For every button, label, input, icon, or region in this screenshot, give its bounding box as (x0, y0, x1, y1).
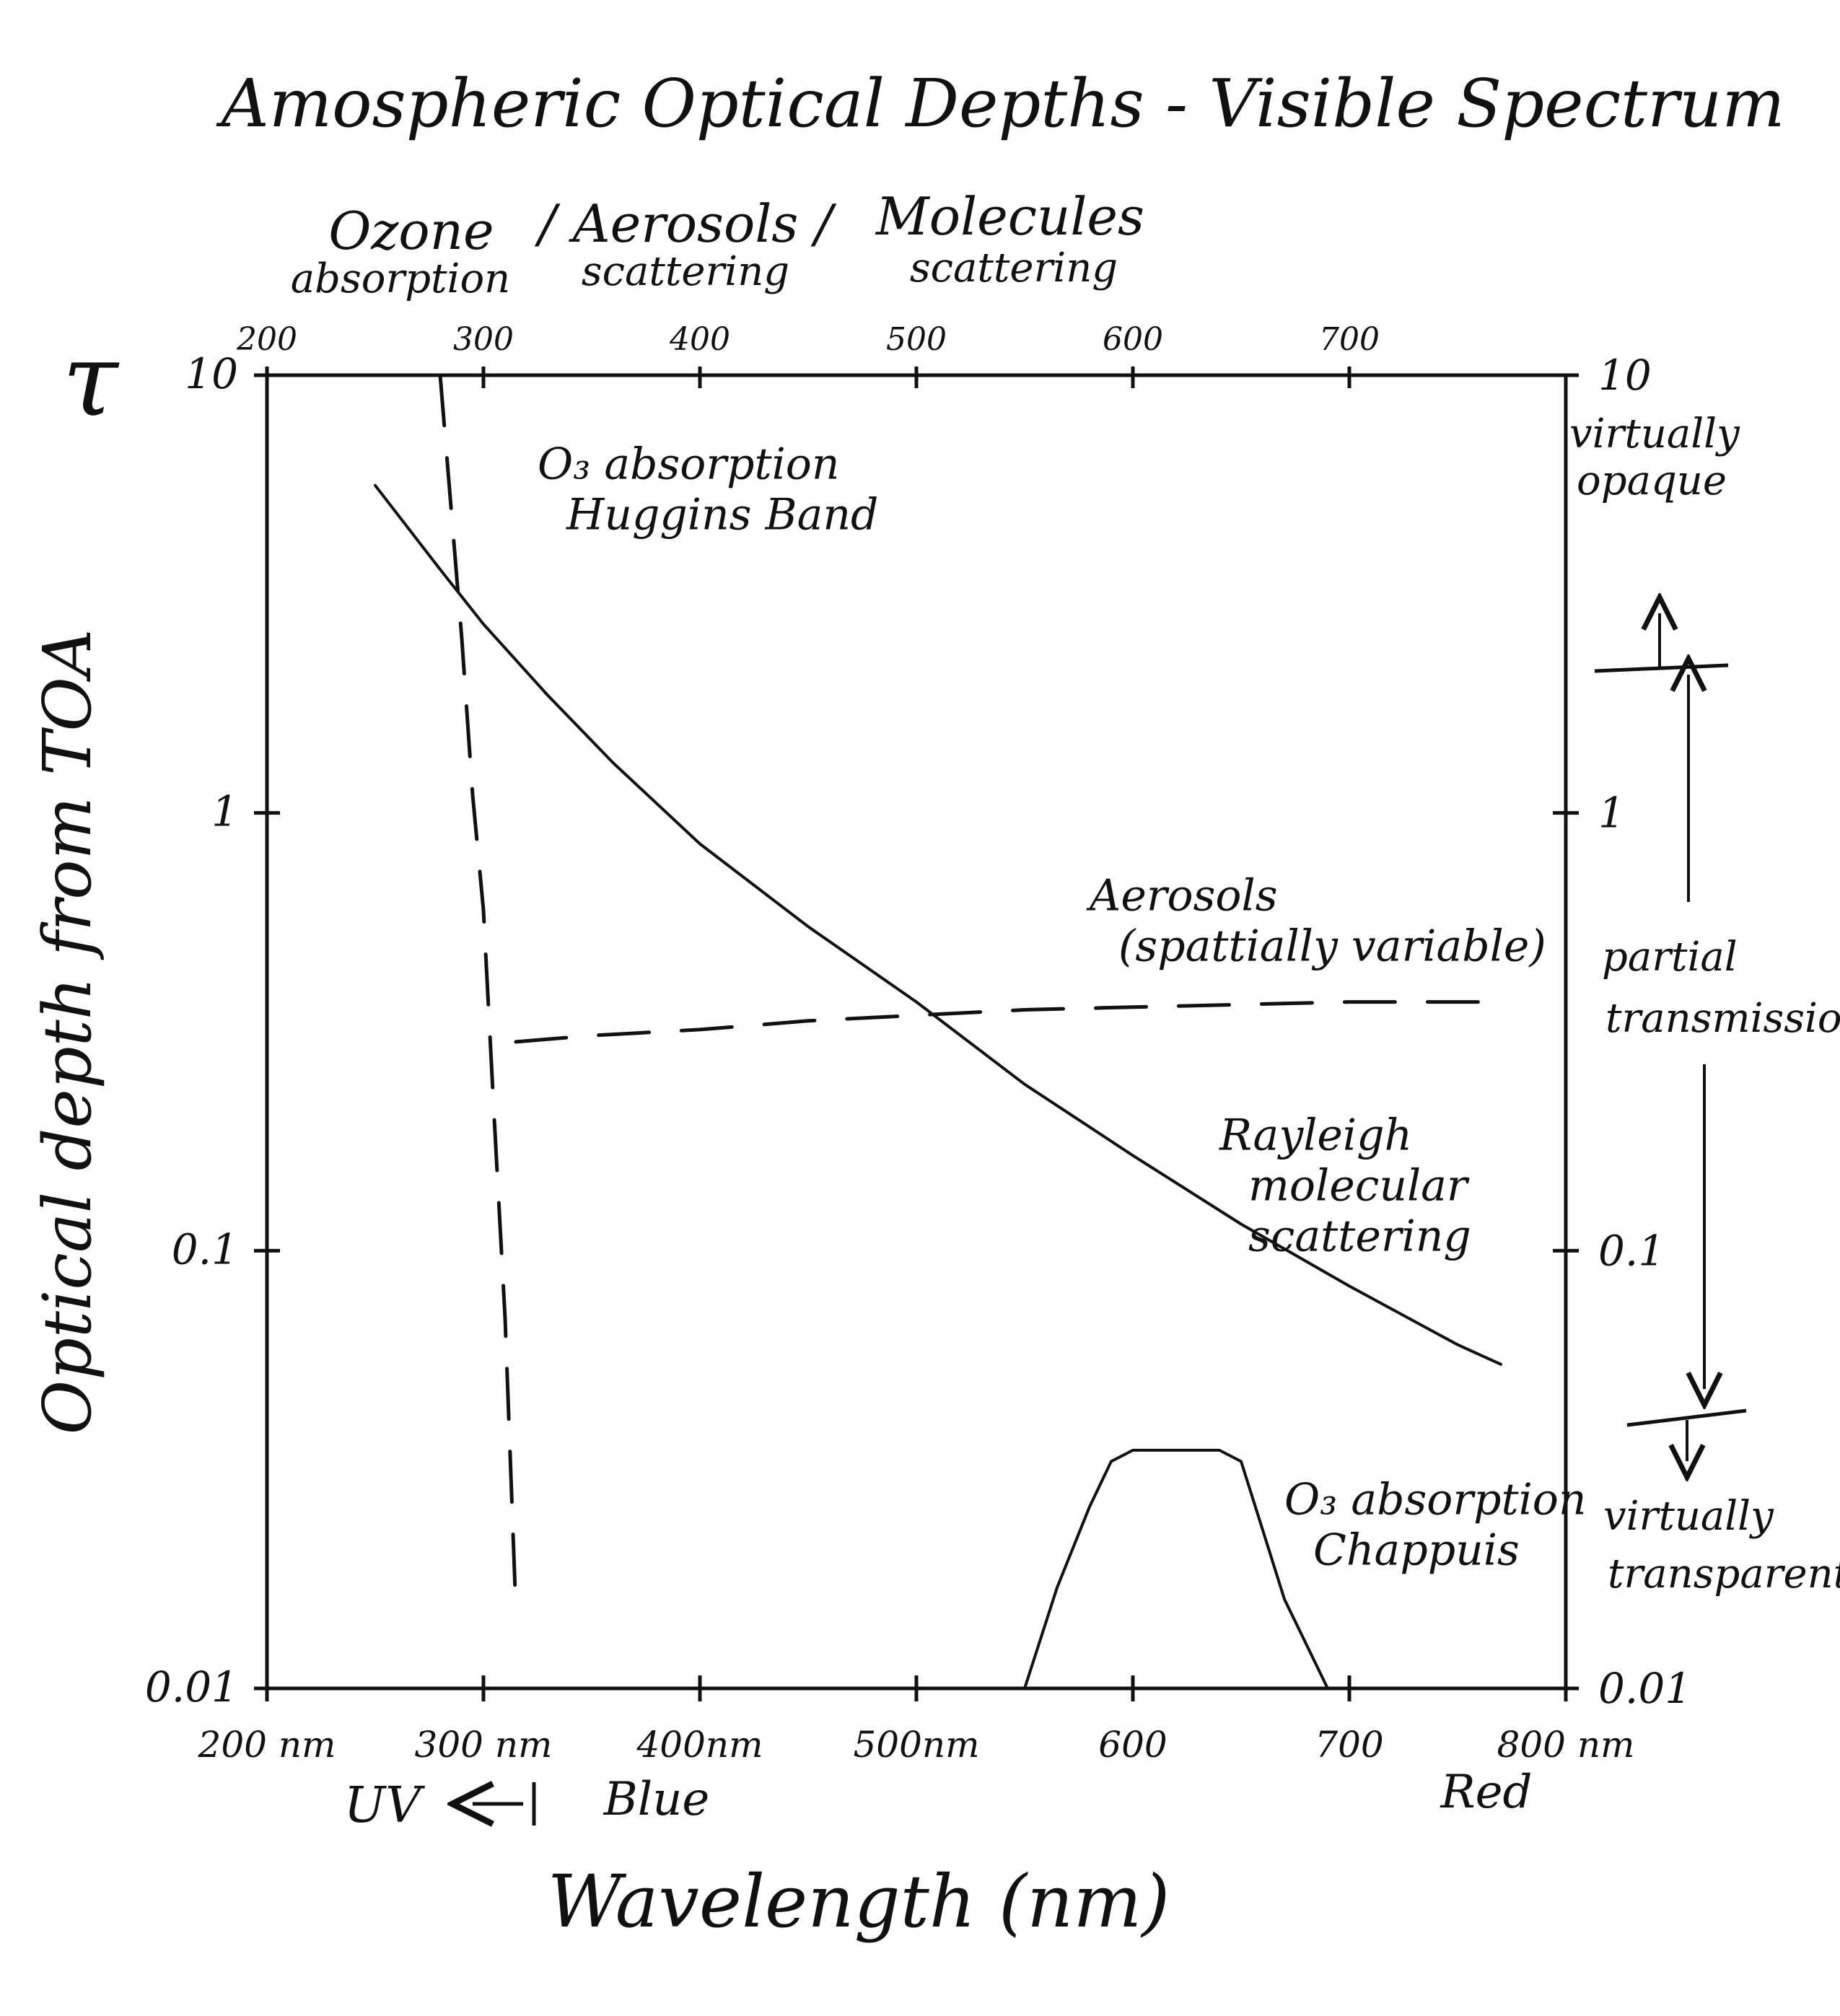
band-labels: UV Blue Red (344, 1766, 1533, 1834)
annotation-1-line-1: (spattially variable) (1118, 921, 1546, 971)
y-tick-label-right-1: 1 (1598, 789, 1625, 838)
y-tick-label-right-3: 0.01 (1598, 1664, 1691, 1713)
y-tick-label-left-3: 0.01 (145, 1662, 238, 1712)
x-tick-label-bottom-0: 200 nm (198, 1724, 336, 1766)
chart-title: Amospheric Optical Depths - Visible Spec… (215, 65, 1784, 142)
x-tick-label-bottom-1: 300 nm (415, 1724, 553, 1766)
note-transparent-line-2: transparent (1608, 1551, 1840, 1598)
subtitle-ozone: Ozone (328, 201, 494, 261)
band-label-red: Red (1440, 1766, 1532, 1819)
subtitle-molecule-scattering: scattering (910, 245, 1118, 292)
subtitle-aerosols: / Aerosols / (535, 193, 838, 254)
x-tick-label-bottom-5: 700 (1315, 1724, 1383, 1766)
annotation-1: Aerosols (spattially variable) (1086, 870, 1546, 971)
band-label-uv: UV (344, 1777, 425, 1834)
annotation-0-line-1: Huggins Band (566, 490, 878, 540)
annotation-0: O₃ absorption Huggins Band (538, 439, 878, 540)
partial-lower-bar (1626, 1408, 1747, 1427)
subtitle-aerosol-scattering: scattering (582, 248, 789, 295)
x-tick-label-bottom-6: 800 nm (1497, 1724, 1635, 1766)
x-tick-label-bottom-4: 600 (1098, 1724, 1167, 1766)
x-tick-label-bottom-2: 400nm (636, 1724, 763, 1766)
x-tick-label-top-0: 200 (236, 321, 297, 358)
note-partial: partial transmission (1602, 934, 1840, 1042)
x-tick-label-top-4: 600 (1103, 321, 1163, 358)
note-partial-line-1: partial (1602, 934, 1738, 981)
x-axis-label: Wavelength (nm) (548, 1859, 1170, 1944)
y-tick-label-left-0: 10 (185, 349, 238, 398)
y-axis-label: Optical depth from TOA (29, 629, 106, 1435)
annotation-3-line-1: Chappuis (1313, 1525, 1520, 1576)
subtitle: Ozone / Aerosols / Molecules absorption … (291, 186, 1144, 302)
x-tick-label-top-3: 500 (886, 321, 947, 358)
note-opaque-line-1: virtually (1569, 411, 1740, 457)
y-tick-label-right-2: 0.1 (1598, 1226, 1665, 1275)
annotation-2-line-1: molecular (1248, 1161, 1470, 1211)
y-tick-label-right-0: 10 (1598, 351, 1652, 400)
series-line-3 (1023, 1448, 1329, 1690)
annotation-1-line-0: Aerosols (1086, 870, 1278, 921)
annotation-2: Rayleigh molecular scattering (1219, 1110, 1471, 1262)
series-line-1 (438, 373, 518, 1613)
right-notes: virtually opaque partial transmission vi… (1569, 411, 1840, 1598)
annotation-3-line-0: O₃ absorption (1284, 1475, 1587, 1525)
y-tick-label-left-2: 0.1 (172, 1224, 238, 1274)
note-opaque: virtually opaque (1569, 411, 1753, 504)
note-transparent-line-1: virtually (1603, 1493, 1774, 1540)
y-symbol: τ (62, 322, 120, 439)
y-ticks-left: 10 1 0.1 0.01 (145, 349, 280, 1712)
note-transparent: virtually transparent (1603, 1493, 1840, 1598)
x-tick-label-bottom-3: 500nm (853, 1724, 979, 1766)
x-ticks-bottom: 200 nm 300 nm 400nm 500nm 600 700 800 nm (198, 1675, 1635, 1766)
annotation-3: O₃ absorption Chappuis (1284, 1475, 1587, 1576)
band-label-blue: Blue (603, 1773, 710, 1826)
note-partial-line-2: transmission (1605, 995, 1840, 1042)
y-ticks-right: 10 1 0.1 0.01 (1553, 351, 1691, 1713)
note-opaque-line-2: opaque (1577, 457, 1727, 504)
series-line-2 (514, 1000, 1503, 1044)
series-line-0 (374, 483, 1502, 1366)
partial-upper-bar (1594, 663, 1729, 673)
x-ticks-top: 200 300 400 500 600 700 (236, 321, 1380, 388)
annotation-2-line-2: scattering (1248, 1211, 1471, 1262)
x-tick-label-top-1: 300 (453, 321, 514, 358)
subtitle-molecules: Molecules (875, 186, 1144, 247)
x-tick-label-top-5: 700 (1319, 321, 1380, 358)
series-layer (374, 373, 1503, 1690)
subtitle-absorption: absorption (291, 255, 511, 302)
x-tick-label-top-2: 400 (669, 321, 730, 358)
annotation-2-line-0: Rayleigh (1219, 1110, 1412, 1161)
annotation-0-line-0: O₃ absorption (538, 439, 840, 490)
y-tick-label-left-1: 1 (211, 787, 238, 836)
